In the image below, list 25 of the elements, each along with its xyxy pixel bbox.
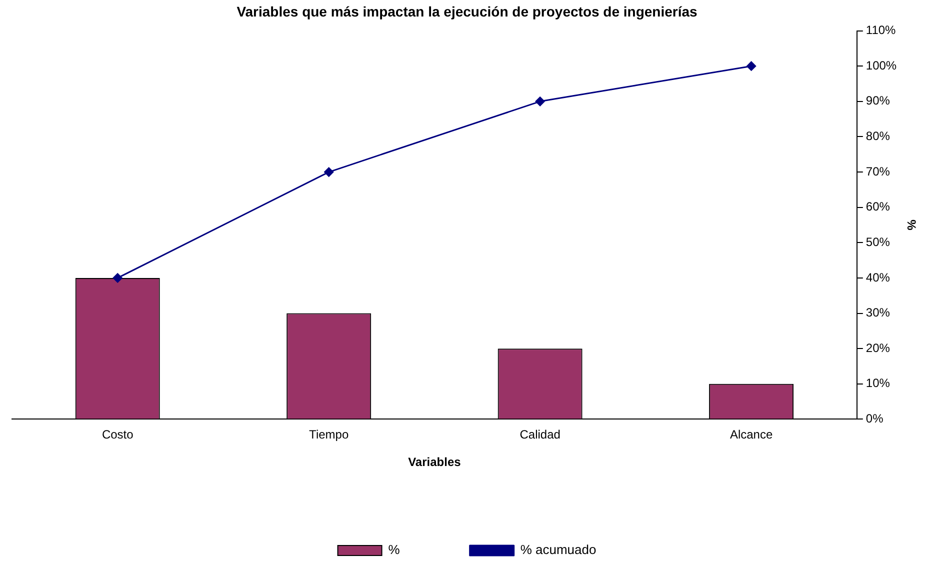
y-tick-label: 40%: [866, 270, 890, 284]
point: [746, 61, 756, 71]
legend-label: %: [388, 542, 400, 558]
y-tick-label: 30%: [866, 306, 890, 320]
x-axis-title: Variables: [408, 455, 462, 470]
y-tick-label: 100%: [866, 58, 897, 72]
y-tick-label: 0%: [866, 412, 884, 426]
y-tick-label: 60%: [866, 200, 890, 214]
x-tick-label: Calidad: [520, 428, 560, 442]
y-tick-label: 90%: [866, 94, 890, 108]
point: [535, 96, 545, 106]
x-tick-label: Tiempo: [309, 428, 349, 442]
y-tick-label: 110%: [866, 23, 896, 38]
point: [112, 273, 122, 283]
y-axis-title: %: [904, 220, 918, 231]
legend-label: % acumuado: [520, 542, 596, 558]
y-tick-label: 10%: [866, 376, 890, 390]
y-tick-label: 20%: [866, 340, 890, 355]
point: [324, 167, 334, 177]
chart-title: Variables que más impactan la ejecución de proyectos de ingenierías: [236, 3, 698, 20]
y-tick-label: 80%: [866, 129, 890, 144]
y-tick-label: 70%: [866, 164, 890, 178]
x-tick-label: Costo: [102, 428, 134, 442]
y-tick-label: 50%: [866, 234, 890, 249]
x-tick-label: Alcance: [730, 428, 773, 442]
